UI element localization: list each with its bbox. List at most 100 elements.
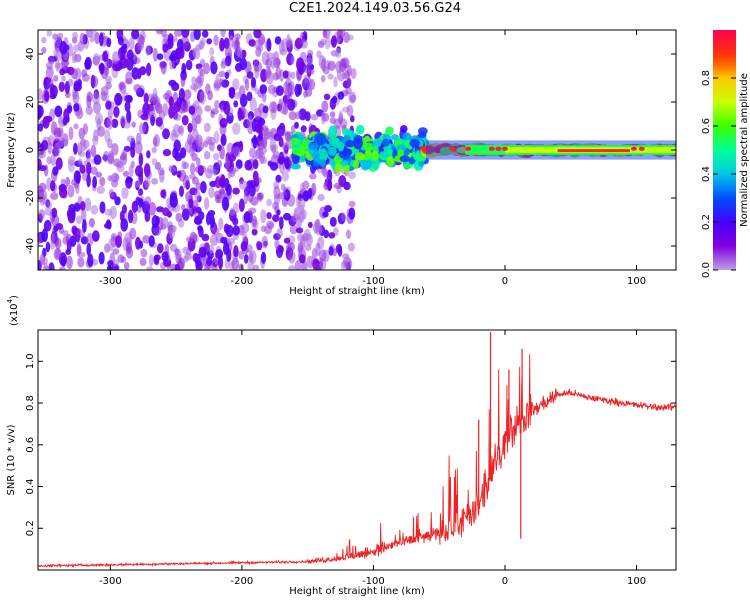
heatmap-cell (145, 62, 152, 77)
heatmap-cell (218, 188, 226, 195)
snr-series-group (38, 332, 676, 569)
y-axis-label: SNR (10 * v/v) (6, 424, 17, 495)
heatmap-cell (155, 117, 163, 127)
heatmap-cell (251, 228, 258, 236)
heatmap-cell (134, 180, 142, 188)
heatmap-cell (328, 232, 336, 239)
heatmap-cell (303, 228, 311, 242)
heatmap-cell (108, 175, 115, 182)
heatmap-cell (348, 171, 356, 180)
heatmap-cell (184, 89, 192, 100)
heatmap-cell (290, 81, 295, 95)
heatmap-cell (138, 152, 144, 167)
heatmap-cell (297, 242, 303, 252)
heatmap-cell (381, 138, 390, 147)
heatmap-cell (169, 54, 178, 62)
heatmap-cell (234, 33, 241, 40)
heatmap-cell (42, 196, 48, 205)
heatmap-cell (82, 219, 87, 233)
heatmap-cell (343, 181, 351, 191)
heatmap-cell (266, 131, 275, 140)
x-tick-label: 100 (627, 576, 646, 587)
heatmap-cell (306, 255, 315, 269)
heatmap-cell (119, 115, 126, 128)
heatmap-cell (327, 178, 332, 191)
heatmap-cell (85, 106, 94, 115)
heatmap-cell (65, 91, 71, 99)
heatmap-cell (44, 207, 53, 216)
heatmap-cell (162, 128, 170, 140)
y-multiplier-label: (x104) (6, 295, 20, 326)
x-tick-label: -200 (231, 576, 254, 587)
heatmap-cell (191, 152, 198, 162)
heatmap-cell (336, 69, 346, 82)
heatmap-cell (135, 132, 142, 145)
heatmap-cell (109, 188, 114, 198)
heatmap-cell (254, 149, 262, 160)
heatmap-cell (213, 130, 220, 144)
heatmap-cell (139, 258, 147, 266)
heatmap-cell (173, 101, 181, 113)
heatmap-cell (247, 115, 253, 128)
heatmap-cell (248, 39, 256, 47)
heatmap-cell (324, 36, 331, 50)
heatmap-cell (346, 76, 352, 89)
heatmap-cell (322, 112, 330, 122)
heatmap-cell (38, 182, 47, 192)
heatmap-cell (182, 161, 189, 170)
heatmap-cell (192, 48, 201, 60)
heatmap-cell (266, 38, 272, 52)
x-tick-label: 0 (502, 276, 508, 287)
heatmap-cell (295, 111, 302, 120)
heatmap-cell (272, 150, 280, 160)
heatmap-cell (59, 252, 67, 267)
heatmap-cell (91, 30, 98, 38)
heatmap-cell (54, 62, 64, 69)
heatmap-cell (68, 78, 74, 87)
heatmap-cell (240, 241, 248, 252)
heatmap-cell (251, 118, 257, 132)
heatmap-cell (105, 219, 111, 229)
heatmap-cell (243, 254, 249, 264)
heatmap-cell (322, 66, 330, 75)
heatmap-cell (123, 262, 130, 270)
heatmap-cell (234, 39, 240, 51)
heatmap-cell (267, 84, 276, 95)
heatmap-cell (41, 140, 49, 151)
figure-title: C2E1.2024.149.03.56.G24 (288, 1, 462, 16)
heatmap-cell (77, 142, 83, 155)
heatmap-cell (334, 163, 343, 173)
heatmap-cell (220, 133, 227, 147)
heatmap-cell (90, 166, 98, 175)
heatmap-cell (226, 142, 235, 155)
heatmap-cell (219, 117, 228, 128)
heatmap-cell (266, 220, 274, 228)
y-tick-label: 40 (25, 48, 36, 61)
heatmap-cell (153, 134, 160, 148)
heatmap-cell (153, 254, 161, 261)
heatmap-cell (333, 76, 338, 88)
heatmap-cell (148, 235, 155, 247)
heatmap-cell (55, 248, 62, 259)
heatmap-cell (385, 126, 394, 136)
heatmap-cell (166, 211, 172, 218)
heatmap-cell (177, 257, 185, 270)
heatmap-cell (299, 31, 305, 46)
colorbar-tick-label: 0.4 (701, 166, 712, 182)
heatmap-cell (79, 164, 86, 174)
heatmap-cell (354, 152, 365, 161)
heatmap-cell (122, 204, 127, 214)
heatmap-cell (66, 255, 73, 269)
heatmap-cell (45, 115, 53, 123)
line-plot-background (38, 330, 676, 570)
heatmap-cell (50, 232, 55, 245)
heatmap-cell (346, 104, 354, 117)
heatmap-cell (286, 243, 292, 252)
heatmap-cell (112, 248, 120, 255)
heatmap-cell (117, 36, 124, 46)
heatmap-cell (209, 215, 215, 229)
heatmap-cell (59, 68, 66, 76)
heatmap-cell (232, 122, 241, 135)
heatmap-cell (179, 147, 187, 159)
heatmap-cell (69, 208, 76, 220)
